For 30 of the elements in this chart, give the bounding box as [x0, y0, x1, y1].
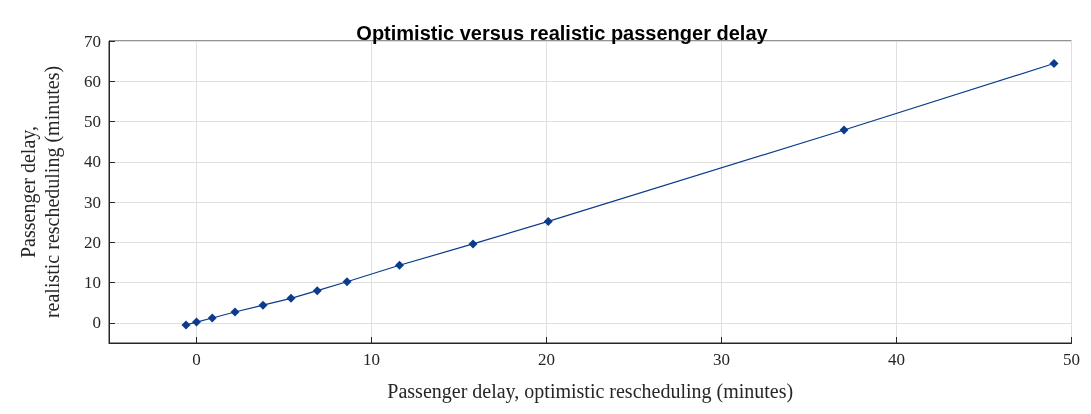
point [258, 300, 268, 310]
chart-title: Optimistic versus realistic passenger delay [356, 22, 769, 44]
x-tick-label: 10 [363, 350, 380, 369]
x-tick-label: 50 [1063, 350, 1080, 369]
x-tick-label: 20 [538, 350, 555, 369]
point [543, 216, 553, 226]
y-tick-label: 70 [84, 31, 101, 51]
y-tick-label: 10 [84, 273, 101, 293]
y-tick-label: 50 [84, 112, 101, 132]
point [230, 307, 240, 317]
point [342, 277, 352, 287]
x-tick-label: 30 [713, 350, 730, 369]
y-tick-label: 30 [84, 192, 101, 212]
x-axis-title: Passenger delay, optimistic rescheduling (minutes) [387, 380, 794, 403]
y-tick-label: 40 [84, 152, 101, 172]
point [286, 293, 296, 303]
point [1049, 59, 1059, 69]
x-tick-label: 0 [192, 350, 201, 369]
y-tick-label: 20 [84, 232, 101, 252]
point [312, 286, 322, 296]
point [192, 317, 201, 327]
point [468, 239, 478, 249]
x-tick-label: 40 [888, 350, 905, 369]
point [181, 320, 191, 330]
y-tick-label: 0 [92, 313, 101, 333]
point [207, 313, 217, 323]
point [839, 125, 849, 135]
y-axis-title: Passenger delay, realistic rescheduling (minutes) [17, 65, 64, 319]
y-tick-label: 60 [84, 71, 101, 91]
point [395, 260, 404, 270]
